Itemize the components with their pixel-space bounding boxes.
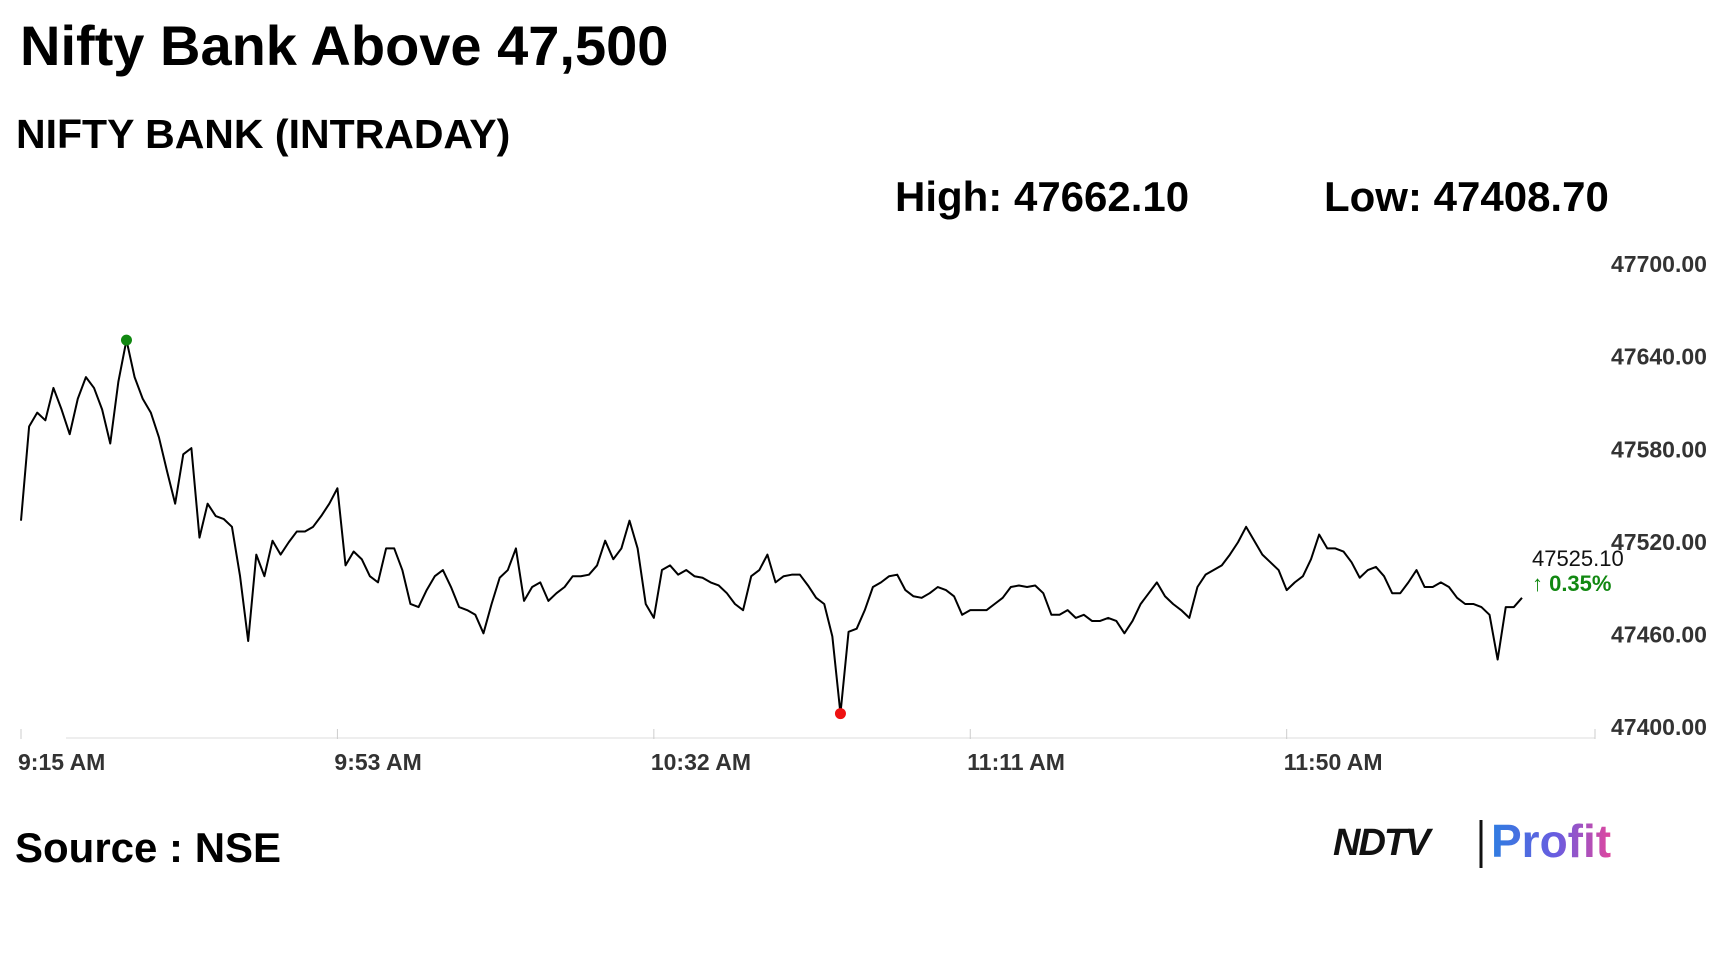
- y-tick-label: 47460.00: [1611, 621, 1707, 647]
- source: Source : NSE: [15, 824, 281, 871]
- y-tick-label: 47400.00: [1611, 714, 1707, 740]
- x-tick-label: 11:50 AM: [1284, 749, 1383, 775]
- low-label: Low: 47408.70: [1324, 173, 1609, 220]
- x-tick-label: 9:53 AM: [334, 749, 421, 775]
- y-tick-label: 47580.00: [1611, 436, 1707, 462]
- y-tick-label: 47640.00: [1611, 344, 1707, 370]
- brand-ndtv: NDTV: [1333, 822, 1433, 864]
- plot: 47400.00 47460.00 47520.00 47580.00 47640.00…: [18, 251, 1707, 775]
- chart-subtitle: NIFTY BANK (INTRADAY): [16, 111, 510, 157]
- x-tick-label: 10:32 AM: [651, 749, 751, 775]
- low-marker: [834, 708, 846, 720]
- y-tick-label: 47520.00: [1611, 529, 1707, 555]
- high-marker: [120, 334, 132, 346]
- x-tick-label: 9:15 AM: [18, 749, 105, 775]
- x-tick-label: 11:11 AM: [967, 749, 1065, 775]
- chart-title: Nifty Bank Above 47,500: [20, 14, 668, 77]
- change: ↑ 0.35%: [1532, 571, 1612, 596]
- y-tick-label: 47700.00: [1611, 251, 1707, 277]
- current-value: 47525.10: [1532, 546, 1624, 571]
- high-label: High: 47662.10: [895, 173, 1189, 220]
- price-line: [20, 339, 1523, 715]
- brand-profit: Profit: [1491, 815, 1611, 867]
